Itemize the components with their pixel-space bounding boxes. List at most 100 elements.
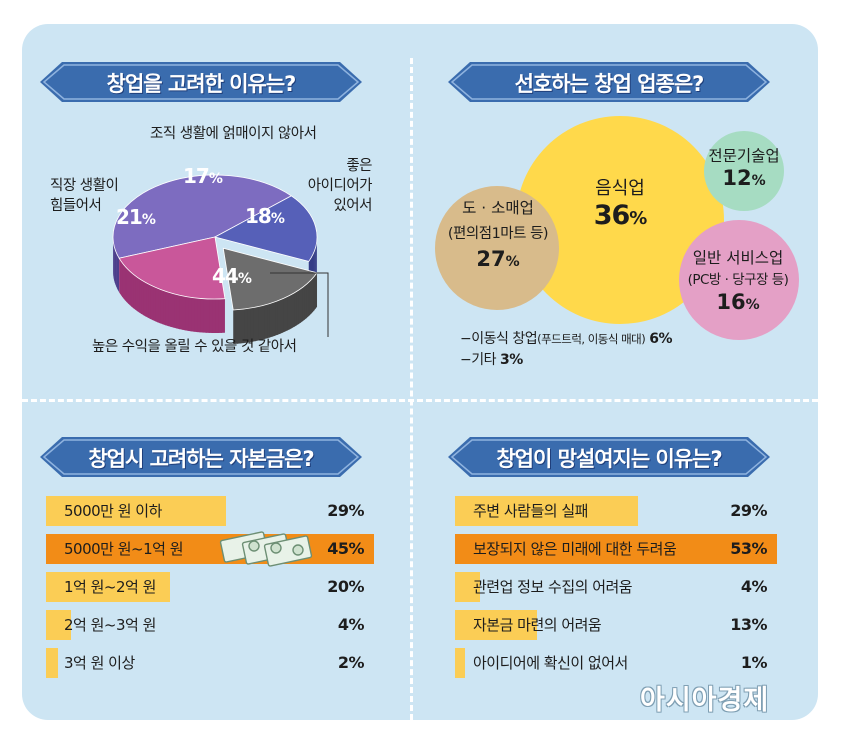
bubble-tech-text: 전문기술업 12% — [708, 147, 780, 190]
bubble-tech — [704, 131, 784, 211]
hesitation-label: 관련업 정보 수집의 어려움 — [473, 578, 633, 596]
capital-label: 5000만 원~1억 원 — [64, 540, 184, 558]
capital-value: 20% — [327, 577, 364, 596]
pie-slice-workplace-side — [181, 295, 186, 331]
pie-slice-workplace-side — [157, 288, 161, 324]
pie-slice-workplace-side — [134, 275, 138, 312]
pie-slice-workplace — [118, 236, 226, 300]
pie-label-profit: 높은 수익을 올릴 수 있을 것 같아서 — [92, 339, 297, 355]
hesitation-label: 아이디어에 확신이 없어서 — [473, 654, 628, 672]
pie-slice-profit-side — [116, 254, 119, 291]
bubble-service-text: 일반 서비스업 (PC방 · 당구장 등) 16% — [687, 249, 789, 314]
capital-bar — [46, 534, 374, 564]
pie-slice-workplace-side — [176, 294, 180, 330]
pie-slice-workplace-side — [124, 266, 127, 303]
pie-slice-organization-side — [233, 309, 236, 345]
pie-slice-profit-side — [114, 248, 116, 286]
pie-slice-workplace-side — [152, 285, 156, 322]
capital-bar — [46, 610, 71, 640]
pie-value-21: 21% — [116, 205, 156, 229]
pie-value-44: 44% — [212, 264, 252, 288]
pie-slice-workplace-side — [131, 272, 134, 309]
hesitation-value: 13% — [730, 615, 767, 634]
pie-slice-workplace-side — [193, 297, 198, 333]
hesitation-bar — [455, 610, 537, 640]
bubble-service — [679, 220, 799, 340]
pie-slice-workplace-side — [165, 291, 169, 327]
pie-slice-workplace-side — [196, 297, 201, 333]
bubble-food — [516, 116, 724, 324]
pie-slice-workplace-side — [129, 270, 132, 307]
pie-label-workplace: 직장 생활이 힘들어서 — [50, 178, 119, 214]
vertical-divider — [410, 58, 413, 720]
hesitation-value: 1% — [740, 653, 768, 672]
capital-bar — [46, 648, 58, 678]
pie-slice-workplace-side — [120, 261, 123, 298]
pie-slice-workplace-side — [190, 297, 195, 332]
pie-slice-workplace-side — [126, 267, 129, 304]
pie-slice-workplace-side — [187, 296, 192, 332]
pie-slice-workplace-side — [119, 258, 121, 294]
pie-slice-workplace-side — [119, 259, 122, 296]
pie-slice-workplace-side — [162, 290, 166, 326]
hesitation-value: 53% — [730, 539, 767, 558]
bubble-food-text: 음식업 36% — [593, 178, 648, 231]
pie-slice-workplace-side — [136, 276, 140, 313]
brand-logo: 아시아경제 — [640, 685, 770, 716]
pie-slice-workplace-side — [211, 298, 216, 333]
pie-slice-workplace-side — [205, 298, 210, 333]
bubble-note-other: −기타 3% — [460, 352, 523, 368]
capital-title: 창업시 고려하는 자본금은? — [88, 447, 314, 471]
pie-slice-workplace-side — [199, 298, 204, 333]
bubble-retail — [435, 186, 559, 310]
pie-slice-workplace-side — [167, 291, 172, 328]
pie-slice-workplace-side — [170, 292, 175, 328]
capital-label: 3억 원 이상 — [64, 654, 135, 672]
capital-value: 45% — [327, 539, 364, 558]
pie-leader-line — [270, 272, 329, 337]
capital-bar — [46, 572, 170, 602]
hesitation-bar — [455, 534, 777, 564]
hesitation-bar — [455, 648, 465, 678]
hesitation-value: 4% — [740, 577, 768, 596]
pie-label-idea: 좋은 아이디어가 있어서 — [307, 158, 373, 214]
pie-title: 창업을 고려한 이유는? — [106, 72, 297, 96]
pie-slice-workplace-side — [154, 287, 159, 323]
capital-value: 4% — [337, 615, 365, 634]
capital-label: 5000만 원 이하 — [64, 502, 162, 520]
pie-slice-profit-side — [115, 250, 117, 287]
capital-label: 2억 원~3억 원 — [64, 616, 156, 634]
pie-slice-workplace-side — [178, 294, 183, 330]
pie-slice-workplace-side — [123, 264, 126, 301]
pie-slice-workplace-side — [208, 298, 213, 333]
hesitation-label: 보장되지 않은 미래에 대한 두려움 — [473, 540, 677, 558]
pie-slice-workplace-side — [184, 296, 189, 331]
pie-slice-workplace-side — [149, 284, 154, 321]
capital-label: 1억 원~2억 원 — [64, 578, 156, 596]
pie-slice-profit — [112, 174, 293, 259]
capital-value: 2% — [337, 653, 365, 672]
capital-bar — [46, 496, 226, 526]
pie-slice-workplace-side — [202, 298, 207, 333]
pie-slice-workplace-side — [140, 279, 144, 316]
hesitation-value: 29% — [730, 501, 767, 520]
pie-slice-workplace-side — [138, 278, 142, 315]
bubble-chart — [435, 116, 799, 340]
capital-title-banner: 창업시 고려하는 자본금은? — [40, 437, 362, 477]
pie-title-banner: 창업을 고려한 이유는? — [40, 62, 362, 102]
pie-slice-workplace-side — [173, 293, 177, 329]
hesitation-label: 주변 사람들의 실패 — [473, 502, 588, 520]
pie-slice-workplace-side — [143, 280, 147, 317]
capital-value: 29% — [327, 501, 364, 520]
pie-slice-workplace-side — [122, 262, 124, 299]
pie-slice-profit-side — [114, 246, 116, 284]
pie-slice-workplace-side — [147, 283, 151, 320]
pie-slice-workplace-side — [145, 282, 149, 318]
bubble-title: 선호하는 창업 업종은? — [514, 72, 705, 96]
money-icon — [219, 531, 313, 567]
pie-slice-organization — [222, 247, 318, 311]
pie-value-18: 18% — [245, 204, 285, 228]
hesitation-bar — [455, 572, 480, 602]
horizontal-divider — [22, 399, 818, 402]
pie-slice-profit-side — [116, 252, 118, 289]
